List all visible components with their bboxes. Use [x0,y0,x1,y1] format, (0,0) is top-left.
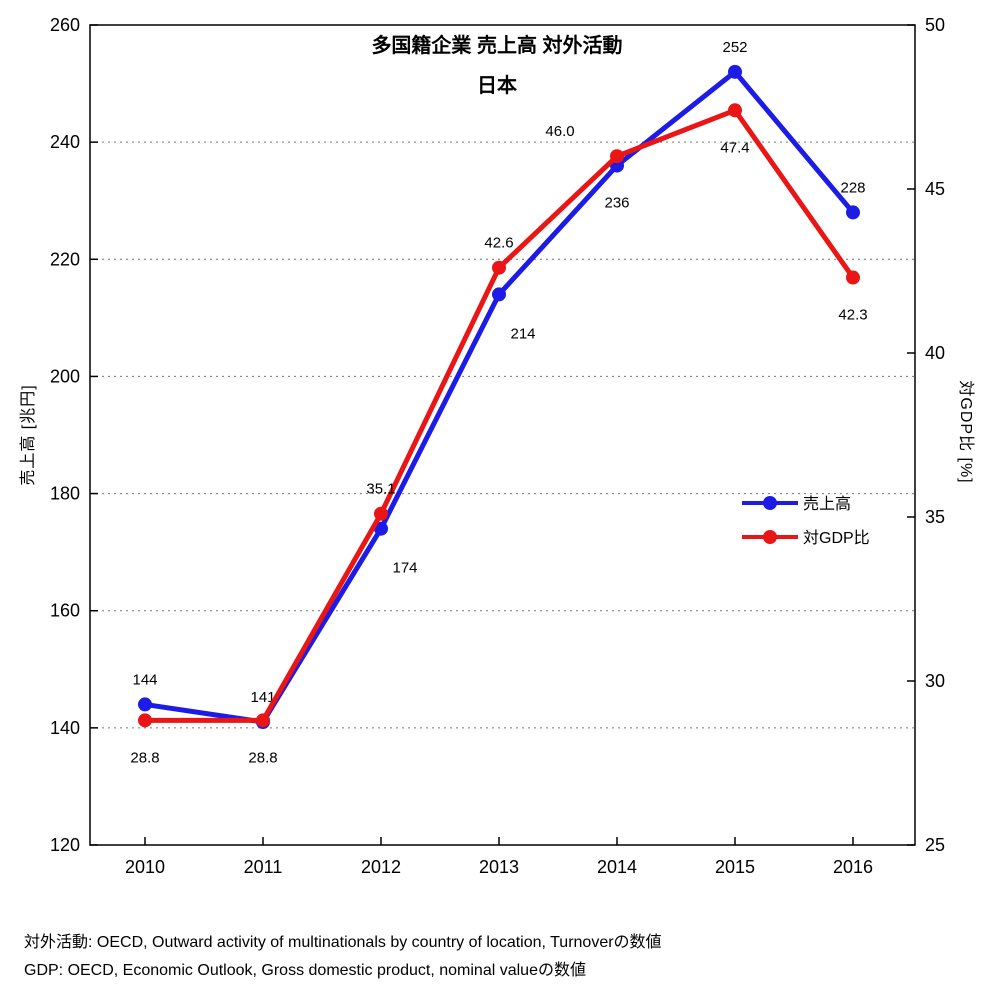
x-axis-tick-label: 2011 [244,857,283,877]
grid-layer [90,141,915,729]
data-point-gdp-ratio [846,270,860,285]
right-axis-title: 対GDP比 [%] [957,380,975,483]
data-label-sales: 144 [132,671,157,688]
data-label-gdp-ratio: 47.4 [720,139,749,156]
data-point-sales [492,287,506,302]
data-point-gdp-ratio [492,260,506,275]
chart-title: 多国籍企業 売上高 対外活動 [371,33,622,57]
data-point-sales [846,205,860,220]
left-axis-tick-label: 200 [50,366,80,386]
data-point-gdp-ratio [374,506,388,521]
data-point-gdp-ratio [138,713,152,728]
data-point-gdp-ratio [610,149,624,164]
x-axis-tick-label: 2010 [125,857,165,877]
data-label-gdp-ratio: 28.8 [248,749,277,766]
left-axis-tick-label: 260 [50,15,80,35]
line-chart: 144 141 174 214 236 252 228 28.8 28.8 35.1 42.6 46.… [19,15,975,877]
axis-layer: 120 140 160 180 200 220 240 260 25 30 35 40 45 50 2010… [50,15,945,877]
data-label-gdp-ratio: 28.8 [130,749,159,766]
left-axis-tick-label: 160 [50,601,80,621]
footnote-gdp: GDP: OECD, Economic Outlook, Gross domes… [24,962,586,979]
left-axis-title: 売上高 [兆円] [19,384,37,485]
plot-frame [89,24,916,846]
right-axis-tick-label: 40 [925,343,945,363]
series-line-sales [142,69,856,725]
left-axis-tick-label: 140 [50,718,80,738]
data-label-sales: 228 [840,179,865,196]
data-label-sales: 174 [392,560,417,577]
footnote-turnover: 対外活動: OECD, Outward activity of multinat… [24,934,662,951]
x-axis-tick-label: 2016 [833,857,873,877]
data-point-sales [374,521,388,536]
legend-label-sales: 売上高 [803,495,851,513]
data-label-sales: 214 [510,325,535,342]
data-label-gdp-ratio: 46.0 [545,123,574,140]
left-axis-tick-label: 180 [50,484,80,504]
series-layer: 144 141 174 214 236 252 228 28.8 28.8 35.1 42.6 46.… [130,39,867,767]
data-label-gdp-ratio: 42.3 [838,307,867,324]
x-axis-tick-label: 2012 [361,857,401,877]
x-axis-tick-label: 2014 [597,857,637,877]
chart-subtitle: 日本 [477,74,517,97]
left-axis-tick-label: 240 [50,132,80,152]
x-axis-tick-label: 2013 [479,857,519,877]
data-label-gdp-ratio: 42.6 [484,235,513,252]
legend-label-gdp-ratio: 対GDP比 [803,529,870,547]
footnotes: 対外活動: OECD, Outward activity of multinat… [0,915,995,985]
data-label-sales: 141 [250,689,275,706]
data-point-sales [138,697,152,712]
right-axis-tick-label: 30 [925,671,945,691]
data-point-sales [728,64,742,79]
data-label-sales: 252 [722,39,747,56]
right-axis-tick-label: 45 [925,179,945,199]
right-axis-tick-label: 25 [925,835,945,855]
left-axis-tick-label: 120 [50,835,80,855]
right-axis-tick-label: 35 [925,507,945,527]
left-axis-tick-label: 220 [50,249,80,269]
legend: 売上高 対GDP比 [742,495,870,547]
legend-marker-gdp-ratio [763,530,777,544]
data-point-gdp-ratio [728,103,742,118]
series-line-gdp-ratio [142,107,856,723]
legend-marker-sales [763,496,777,510]
right-axis-tick-label: 50 [925,15,945,35]
data-point-gdp-ratio [256,713,270,728]
x-axis-tick-label: 2015 [715,857,755,877]
data-label-gdp-ratio: 35.1 [366,481,395,498]
data-label-sales: 236 [604,195,629,212]
